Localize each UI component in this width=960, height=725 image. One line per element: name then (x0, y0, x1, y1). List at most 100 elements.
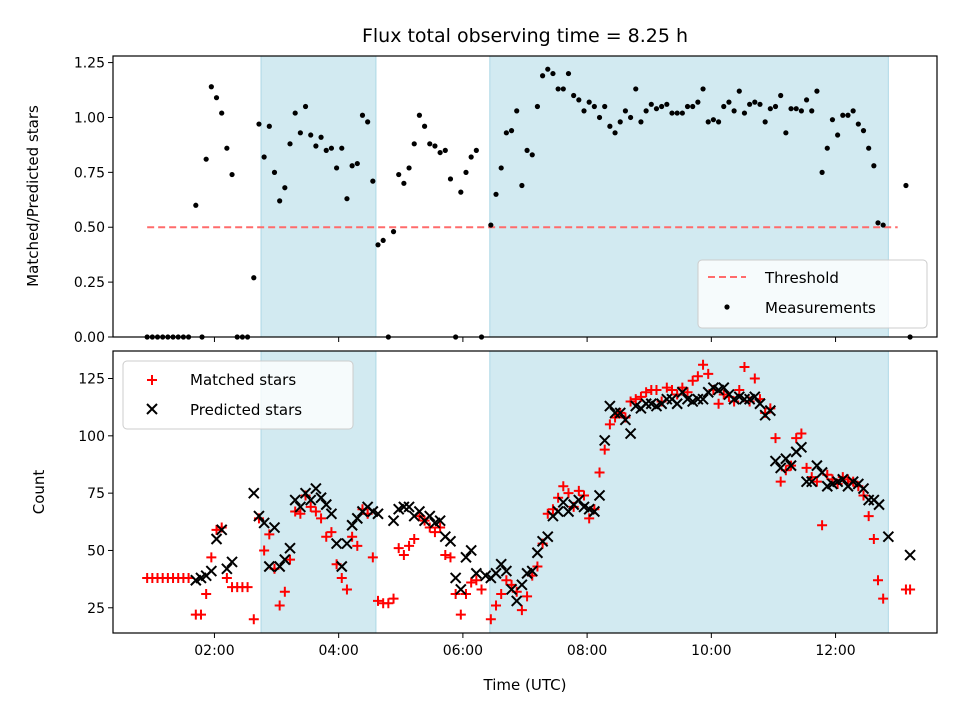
predicted-stars-point (305, 494, 317, 506)
measurement-point (287, 141, 293, 147)
matched-stars-point (558, 481, 569, 492)
matched-stars-point (594, 467, 605, 478)
matched-stars-point (352, 540, 363, 551)
measurement-point (514, 108, 520, 114)
measurement-point (432, 143, 438, 149)
measurement-point (875, 220, 881, 226)
matched-stars-point (440, 550, 451, 561)
predicted-stars-point (697, 393, 709, 405)
measurement-point (524, 147, 530, 153)
predicted-stars-point (749, 391, 761, 403)
predicted-stars-point (284, 542, 296, 554)
predicted-stars-point (500, 565, 513, 577)
predicted-stars-point (215, 524, 228, 536)
predicted-stars-point (511, 595, 523, 607)
matched-stars-point (326, 527, 337, 538)
matched-stars-point (775, 476, 786, 487)
predicted-stars-point (593, 489, 606, 502)
predicted-stars-point (774, 462, 787, 474)
measurement-point (721, 103, 727, 110)
predicted-stars-point (557, 496, 570, 509)
measurement-point (339, 145, 345, 151)
predicted-stars-point (516, 579, 528, 591)
predicted-stars-point (289, 494, 301, 506)
matched-stars-point (316, 513, 327, 524)
matched-stars-point (248, 614, 259, 625)
matched-stars-point (501, 575, 512, 586)
measurement-point (208, 84, 214, 90)
measurement-point (648, 101, 654, 107)
matched-stars-point (584, 513, 595, 524)
measurement-point (219, 110, 225, 116)
measurement-point (736, 88, 742, 94)
predicted-stars-point (552, 505, 564, 518)
y-tick-label: 1.00 (74, 110, 105, 126)
measurement-point (555, 86, 561, 92)
measurement-point (213, 95, 220, 101)
legend-matched-label: Matched stars (190, 371, 296, 389)
predicted-stars-point (676, 386, 689, 398)
x-axis-label: Time (UTC) (483, 676, 567, 694)
y-tick-label: 0.25 (74, 275, 105, 291)
measurement-point (612, 130, 618, 136)
y-tick-label: 0.50 (74, 220, 105, 236)
predicted-stars-point (449, 572, 462, 584)
predicted-stars-point (562, 505, 575, 518)
measurement-point (824, 145, 830, 151)
matched-stars-point (872, 575, 883, 586)
legend-box (697, 259, 928, 329)
measurement-point (653, 106, 660, 112)
predicted-stars-point (795, 441, 808, 454)
measurement-point (370, 178, 376, 184)
measurement-point (571, 92, 577, 99)
measurement-point (809, 108, 815, 114)
predicted-stars-point (460, 551, 472, 564)
predicted-stars-point (904, 549, 916, 561)
measurement-point (261, 154, 267, 160)
measurement-point (251, 275, 257, 281)
predicted-stars-point (604, 400, 616, 412)
matched-stars-point (471, 575, 482, 586)
measurement-point (793, 106, 799, 112)
predicted-stars-point (263, 560, 276, 573)
predicted-stars-point (398, 501, 410, 513)
predicted-stars-point (424, 510, 436, 522)
measurement-point (840, 112, 846, 118)
matched-stars-point (206, 552, 217, 563)
predicted-stars-point (837, 473, 849, 486)
matched-stars-point (817, 520, 828, 531)
matched-stars-point (641, 387, 652, 398)
predicted-stars-point (764, 404, 777, 417)
measurement-point (277, 198, 283, 204)
matched-stars-point (242, 582, 253, 593)
matched-stars-point (404, 540, 415, 551)
measurement-point (560, 86, 566, 92)
measurement-point (318, 134, 324, 140)
x-tick-label: 08:00 (567, 643, 607, 659)
predicted-stars-point (351, 512, 364, 525)
measurement-point (375, 242, 381, 248)
measurement-point (498, 165, 504, 171)
matched-stars-point (739, 362, 750, 373)
measurement-point (710, 117, 717, 123)
measurement-point (473, 147, 479, 153)
measurement-point (633, 86, 639, 92)
matched-stars-point (713, 398, 724, 409)
measurement-point (224, 145, 230, 151)
measurement-point (903, 182, 909, 189)
measurement-point (850, 108, 856, 114)
predicted-stars-point (862, 494, 875, 506)
matched-stars-point (398, 550, 409, 561)
legend-box (122, 360, 354, 430)
matched-stars-point (522, 591, 533, 602)
measurement-point (323, 147, 329, 153)
legend-predicted-swatch (146, 403, 158, 415)
measurement-point (638, 119, 644, 125)
matched-stars-point (749, 373, 760, 384)
x-tick-label: 04:00 (318, 643, 358, 659)
matched-stars-point (373, 595, 384, 606)
predicted-stars-point (614, 407, 626, 419)
measurement-point (855, 121, 861, 127)
matched-stars-point (796, 428, 807, 439)
measurement-point (643, 108, 649, 114)
